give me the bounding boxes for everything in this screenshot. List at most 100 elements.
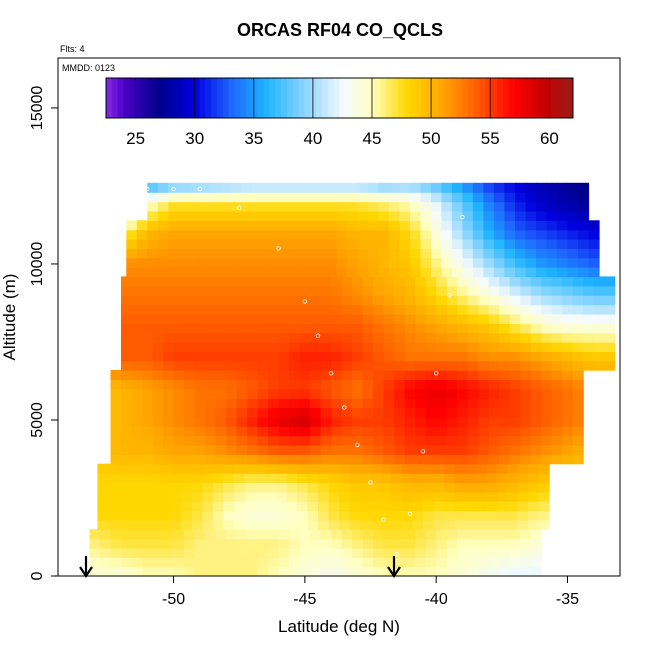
heatmap-cell xyxy=(236,529,248,540)
heatmap-cell xyxy=(362,538,374,549)
heatmap-cell xyxy=(362,304,374,315)
heatmap-cell xyxy=(509,388,521,399)
heatmap-cell xyxy=(383,435,395,446)
heatmap-cell xyxy=(331,313,343,324)
heatmap-cell xyxy=(486,463,498,474)
heatmap-cell xyxy=(268,313,280,324)
heatmap-cell xyxy=(320,379,332,390)
heatmap-cell xyxy=(425,398,437,409)
heatmap-cell xyxy=(451,201,463,212)
heatmap-cell xyxy=(457,285,469,296)
heatmap-cell xyxy=(184,538,196,549)
heatmap-cell xyxy=(357,192,369,203)
heatmap-cell xyxy=(184,407,196,418)
heatmap-cell xyxy=(336,210,348,221)
track-point xyxy=(473,174,478,179)
heatmap-cell xyxy=(210,239,222,249)
heatmap-cell xyxy=(236,388,248,399)
heatmap-cell xyxy=(541,444,553,455)
heatmap-cell xyxy=(486,491,498,502)
heatmap-cell xyxy=(515,192,527,203)
heatmap-cell xyxy=(152,426,164,437)
heatmap-cell xyxy=(604,360,616,371)
heatmap-cell xyxy=(244,519,256,530)
heatmap-cell xyxy=(499,276,511,287)
heatmap-cell xyxy=(163,557,175,568)
heatmap-cell xyxy=(136,257,148,268)
heatmap-cell xyxy=(520,295,532,306)
heatmap-cell xyxy=(536,220,548,231)
heatmap-cell xyxy=(509,538,521,549)
heatmap-cell xyxy=(215,285,227,296)
heatmap-cell xyxy=(121,304,133,315)
heatmap-cell xyxy=(551,454,563,465)
heatmap-cell xyxy=(373,313,385,324)
heatmap-cell xyxy=(399,257,411,268)
heatmap-cell xyxy=(310,388,322,399)
heatmap-cell xyxy=(194,426,206,437)
heatmap-cell xyxy=(220,239,232,249)
heatmap-cell xyxy=(528,491,540,502)
heatmap-cell xyxy=(247,323,259,334)
heatmap-cell xyxy=(373,435,385,446)
heatmap-cell xyxy=(394,342,406,352)
heatmap-cell xyxy=(268,557,280,568)
heatmap-cell xyxy=(299,379,311,390)
heatmap-cell xyxy=(320,566,332,577)
heatmap-cell xyxy=(276,501,288,512)
heatmap-cell xyxy=(604,276,616,287)
heatmap-cell xyxy=(528,519,540,530)
heatmap-cell xyxy=(467,304,479,315)
heatmap-cell xyxy=(278,529,290,540)
heatmap-cell xyxy=(383,538,395,549)
heatmap-cell xyxy=(163,566,175,577)
heatmap-cell xyxy=(226,566,238,577)
heatmap-cell xyxy=(572,342,584,352)
heatmap-cell xyxy=(236,351,248,362)
heatmap-cell xyxy=(205,370,217,380)
heatmap-cell xyxy=(520,407,532,418)
heatmap-cell xyxy=(378,229,390,240)
heatmap-cell xyxy=(562,276,574,287)
colorbar-segment xyxy=(275,78,282,118)
heatmap-cell xyxy=(488,276,500,287)
heatmap-cell xyxy=(336,182,348,193)
heatmap-cell xyxy=(546,257,558,268)
heatmap-cell xyxy=(178,201,190,212)
heatmap-cell xyxy=(588,220,600,231)
heatmap-cell xyxy=(341,313,353,324)
heatmap-cell xyxy=(346,257,358,268)
heatmap-cell xyxy=(339,519,351,530)
colorbar-segment xyxy=(129,78,136,118)
heatmap-cell xyxy=(488,529,500,540)
heatmap-cell xyxy=(331,547,343,558)
heatmap-cell xyxy=(118,519,130,530)
heatmap-cell xyxy=(121,379,133,390)
heatmap-cell xyxy=(530,529,542,540)
heatmap-cell xyxy=(402,491,414,502)
heatmap-cell xyxy=(504,257,516,268)
heatmap-cell xyxy=(128,501,140,512)
heatmap-cell xyxy=(409,239,421,249)
heatmap-cell xyxy=(451,267,463,278)
colorbar-tick-label: 50 xyxy=(422,129,441,148)
heatmap-cell xyxy=(551,332,563,343)
heatmap-cell xyxy=(446,370,458,380)
heatmap-cell xyxy=(451,248,463,259)
heatmap-cell xyxy=(257,557,269,568)
heatmap-cell xyxy=(205,444,217,455)
heatmap-cell xyxy=(118,482,130,493)
heatmap-cell xyxy=(131,435,143,446)
heatmap-cell xyxy=(415,342,427,352)
heatmap-cell xyxy=(320,276,332,287)
heatmap-cell xyxy=(493,220,505,231)
heatmap-cell xyxy=(110,388,122,399)
heatmap-cell xyxy=(399,182,411,193)
heatmap-cell xyxy=(341,323,353,334)
heatmap-cell xyxy=(241,210,253,221)
track-point xyxy=(407,511,413,516)
heatmap-cell xyxy=(551,444,563,455)
heatmap-cell xyxy=(210,210,222,221)
heatmap-cell xyxy=(404,454,416,465)
heatmap-cell xyxy=(325,182,337,193)
